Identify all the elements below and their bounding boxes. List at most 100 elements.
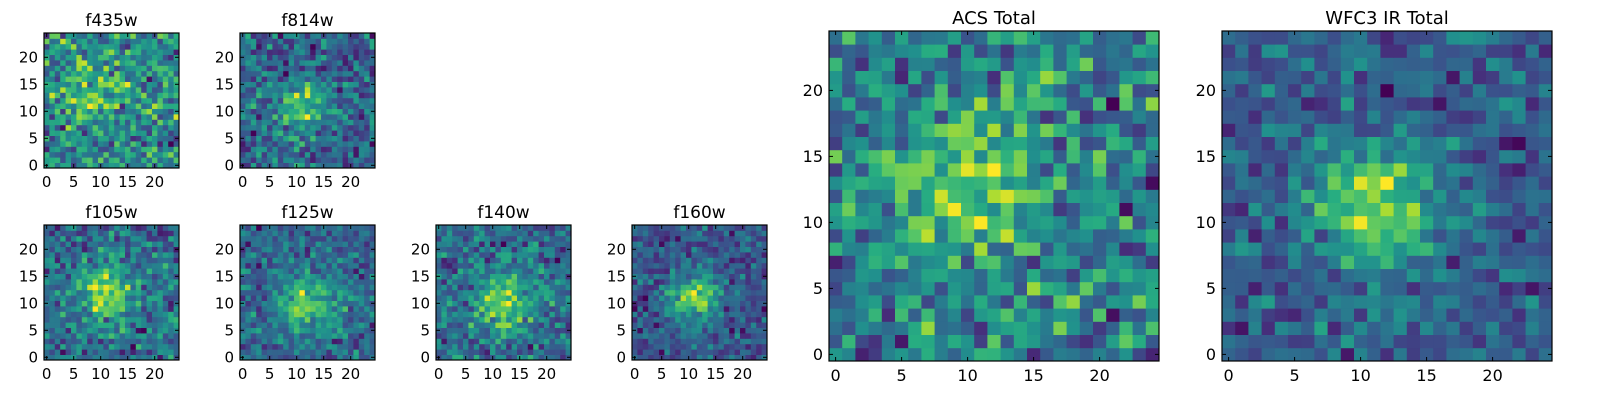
heatmap-cell (637, 289, 644, 296)
heatmap-cell (321, 119, 327, 126)
heatmap-cell (1340, 215, 1355, 230)
heatmap-cell (484, 262, 491, 269)
heatmap-cell (114, 33, 120, 39)
heatmap-cell (702, 273, 708, 280)
heatmap-cell (267, 97, 273, 104)
heatmap-cell (1406, 255, 1421, 269)
heatmap-cell (881, 149, 896, 164)
heatmap-cell (881, 334, 896, 349)
heatmap-cell (750, 230, 757, 237)
heatmap-cell (272, 349, 279, 355)
heatmap-cell (337, 70, 343, 77)
heatmap-cell (549, 316, 556, 323)
heatmap-cell (1079, 242, 1094, 256)
heatmap-cell (947, 281, 962, 296)
heatmap-cell (168, 33, 174, 39)
heatmap-cell (522, 279, 529, 285)
heatmap-cell (1367, 281, 1381, 296)
x-tick-label: 10 (91, 365, 110, 383)
heatmap-cell (500, 273, 507, 280)
heatmap-cell (1354, 229, 1368, 243)
heatmap-cell (114, 295, 120, 301)
heatmap-cell (146, 65, 153, 72)
heatmap-cell (119, 246, 126, 253)
heatmap-cell (1499, 215, 1513, 230)
heatmap-cell (549, 241, 556, 247)
heatmap-cell (44, 257, 50, 264)
heatmap-cell (1314, 202, 1328, 217)
heatmap-cell (119, 316, 126, 323)
heatmap-cell (1433, 334, 1447, 349)
heatmap-cell (168, 141, 174, 147)
heatmap-cell (125, 130, 131, 136)
heatmap-cell (1093, 97, 1107, 111)
heatmap-cell (135, 279, 142, 285)
heatmap-cell (1525, 163, 1540, 177)
heatmap-cell (157, 273, 164, 280)
heatmap-cell (162, 119, 169, 126)
heatmap-cell (250, 81, 257, 88)
heatmap-cell (691, 289, 698, 296)
heatmap-cell (987, 321, 1001, 335)
heatmap-cell (511, 225, 518, 231)
heatmap-cell (348, 311, 354, 318)
heatmap-cell (299, 279, 306, 285)
heatmap-cell (65, 141, 72, 147)
heatmap-cell (315, 141, 322, 147)
heatmap-cell (554, 343, 561, 350)
heatmap-cell (934, 163, 949, 177)
heatmap-cell (342, 343, 349, 350)
heatmap-cell (54, 124, 61, 131)
heatmap-cell (326, 114, 333, 120)
heatmap-cell (168, 119, 174, 126)
heatmap-cell (632, 295, 638, 301)
heatmap-cell (294, 87, 300, 93)
heatmap-cell (479, 354, 485, 361)
heatmap-cell (87, 92, 93, 99)
heatmap-cell (141, 273, 147, 280)
heatmap-cell (103, 262, 110, 269)
heatmap-cell (114, 60, 120, 66)
heatmap-cell (76, 349, 83, 355)
heatmap-cell (331, 146, 338, 153)
heatmap-cell (642, 343, 649, 350)
heatmap-cell (947, 83, 962, 98)
heatmap-cell (533, 273, 539, 280)
heatmap-cell (1040, 308, 1054, 322)
heatmap-cell (135, 284, 142, 291)
heatmap-cell (987, 176, 1001, 190)
heatmap-cell (1066, 347, 1081, 362)
heatmap-cell (538, 241, 545, 247)
heatmap-cell (369, 65, 376, 72)
heatmap-cell (1132, 255, 1147, 269)
heatmap-cell (1000, 242, 1015, 256)
heatmap-cell (895, 268, 909, 283)
heatmap-cell (441, 354, 448, 361)
heatmap-cell (1119, 202, 1133, 217)
x-tick-label: 5 (461, 365, 471, 383)
heatmap-cell (369, 279, 376, 285)
heatmap-cell (702, 246, 708, 253)
heatmap-cell (632, 289, 638, 296)
heatmap-cell (81, 349, 88, 355)
heatmap-cell (473, 273, 480, 280)
heatmap-cell (331, 349, 338, 355)
heatmap-cell (157, 316, 164, 323)
heatmap-cell (76, 76, 83, 82)
heatmap-cell (745, 284, 752, 291)
x-tick-label: 5 (265, 173, 275, 191)
heatmap-cell (49, 268, 56, 274)
heatmap-cell (718, 343, 725, 350)
heatmap-cell (71, 257, 77, 264)
heatmap-cell (54, 87, 61, 93)
heatmap-cell (65, 338, 72, 345)
heatmap-cell (162, 322, 169, 328)
heatmap-cell (108, 257, 115, 264)
heatmap-cell (103, 257, 110, 264)
heatmap-cell (65, 135, 72, 142)
heatmap-cell (364, 124, 370, 131)
heatmap-cell (130, 268, 137, 274)
heatmap-cell (723, 273, 730, 280)
heatmap-cell (288, 257, 295, 264)
heatmap-cell (1486, 308, 1500, 322)
